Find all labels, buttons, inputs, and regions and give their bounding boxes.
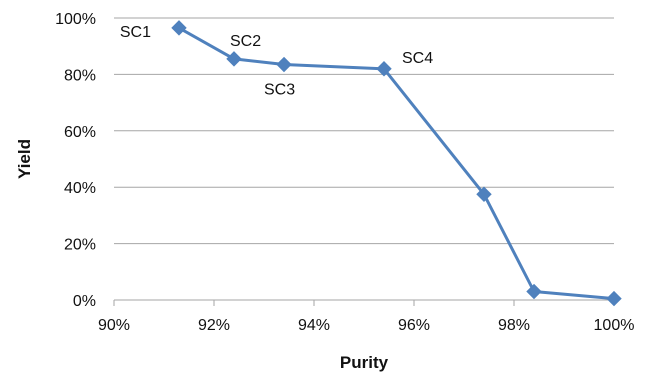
label-layer: SC1 SC2 SC3 SC4: [120, 24, 433, 99]
data-point-marker: [526, 283, 542, 300]
axis-layer: 0% 20% 40% 60% 80% 100% 90% 92% 94% 96% 98% 100% Pur…: [15, 11, 634, 372]
x-tick-label: 98%: [498, 317, 530, 334]
y-tick-label: 60%: [64, 124, 96, 141]
data-point-marker: [171, 20, 187, 36]
y-axis-title: Yield: [15, 139, 34, 179]
y-tick-label: 0%: [73, 293, 96, 310]
series-line: [178, 26, 615, 301]
series-layer: [171, 20, 622, 307]
y-tick-label: 80%: [64, 67, 96, 84]
data-point-marker: [476, 186, 492, 202]
data-point-marker: [226, 51, 242, 67]
data-point-label: SC2: [230, 33, 261, 50]
x-tick-label: 94%: [298, 317, 330, 334]
y-tick-label: 20%: [64, 237, 96, 254]
data-point-marker: [376, 61, 392, 77]
x-tick-label: 92%: [198, 317, 230, 334]
x-tick-label: 90%: [98, 317, 130, 334]
data-point-marker: [606, 290, 622, 307]
data-point-marker: [276, 56, 292, 73]
data-point-label: SC4: [402, 50, 433, 67]
y-tick-label: 40%: [64, 180, 96, 197]
x-axis-title: Purity: [340, 353, 389, 372]
x-tick-label: 96%: [398, 317, 430, 334]
x-tick-label: 100%: [594, 317, 635, 334]
y-tick-label: 100%: [55, 11, 96, 28]
data-point-label: SC3: [264, 82, 295, 99]
grid-layer: [114, 17, 614, 301]
data-point-label: SC1: [120, 24, 151, 41]
